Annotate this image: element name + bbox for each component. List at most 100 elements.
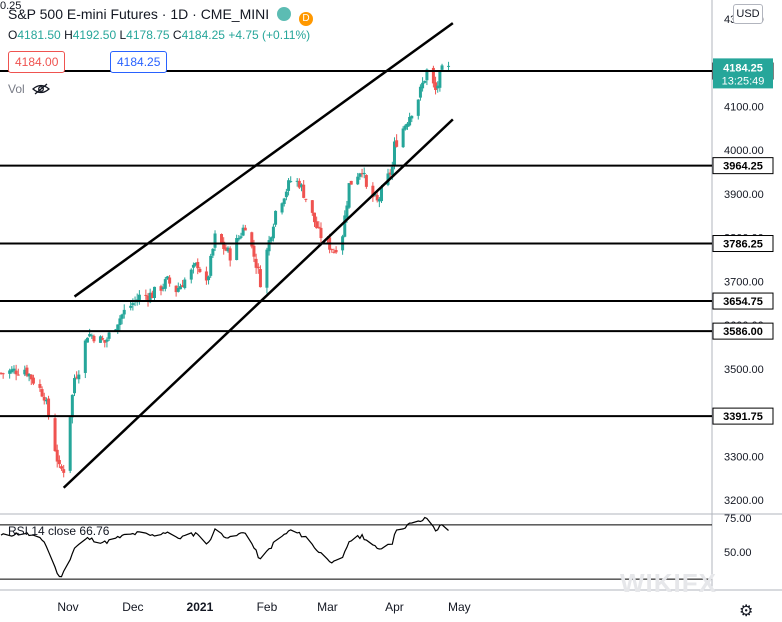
delayed-data-badge[interactable]: D [298, 12, 313, 26]
close-label: C [172, 28, 182, 42]
candle-body [373, 194, 377, 196]
candle-body [23, 369, 27, 375]
rsi-legend[interactable]: RSI 14 close 66.76 [8, 524, 109, 538]
change-value: +4.75 (+0.11%) [228, 28, 311, 42]
close-value: 4184.25 [181, 28, 225, 42]
candle-body [222, 241, 226, 249]
gear-icon[interactable]: ⚙ [739, 603, 754, 620]
candle-body [358, 173, 362, 177]
candle-body [165, 276, 169, 279]
candle-body [120, 314, 124, 319]
candle-body [280, 203, 284, 213]
candle-body [356, 176, 360, 185]
candle-body [83, 340, 87, 373]
level-price-label: 3786.25 [723, 239, 763, 251]
chart-header: S&P 500 E-mini Futures · 1D · CME_MINI D [8, 6, 313, 26]
candle-body [380, 186, 384, 202]
eye-hidden-icon[interactable] [32, 83, 51, 95]
candle-body [447, 65, 451, 67]
candle-body [207, 276, 211, 281]
market-status-dot-icon [277, 7, 292, 21]
candle-body [377, 198, 381, 202]
y-tick-label: 4100.00 [724, 101, 764, 113]
candle-body [258, 269, 262, 288]
y-tick-label: 3900.00 [724, 189, 764, 201]
candle-body [42, 396, 46, 401]
symbol-title[interactable]: S&P 500 E-mini Futures · 1D · CME_MINI [8, 6, 270, 22]
candle-body [300, 184, 304, 187]
candle-body [122, 309, 126, 315]
candle-body [57, 459, 61, 465]
candle-body [153, 286, 157, 298]
candle-body [436, 85, 440, 89]
candle-body [189, 269, 193, 280]
candle-body [68, 417, 72, 471]
candle-body [239, 236, 243, 238]
sell-price-button[interactable]: 4184.00 [8, 51, 66, 73]
volume-legend[interactable]: Vol [8, 82, 51, 96]
rsi-line [0, 516, 449, 578]
candle-body [256, 266, 260, 269]
channel-trendline [73, 22, 454, 298]
candle-body [16, 374, 20, 376]
candle-body [198, 268, 202, 272]
candle-body [148, 292, 152, 303]
candle-body [105, 339, 109, 342]
candle-body [332, 251, 336, 253]
buy-price-button[interactable]: 4184.25 [110, 51, 168, 73]
candle-body [271, 226, 275, 239]
candle-body [282, 198, 286, 205]
countdown-label: 13:25:49 [722, 75, 765, 87]
spread-value: 0.25 [0, 0, 22, 12]
candle-body [302, 184, 306, 198]
candle-body [8, 370, 12, 374]
candle-body [392, 141, 396, 166]
candle-body [250, 232, 254, 247]
candle-body [116, 324, 120, 331]
candle-body [310, 200, 314, 213]
candle-body [334, 249, 338, 253]
candle-body [220, 234, 224, 244]
candle-body [88, 334, 92, 337]
high-label: H [64, 28, 73, 42]
candle-body [85, 337, 89, 343]
candle-body [196, 261, 200, 269]
candle-body [395, 140, 399, 147]
candle-body [440, 65, 444, 70]
level-price-label: 3654.75 [723, 296, 763, 308]
candle-body [408, 116, 412, 126]
candle-body [421, 82, 425, 89]
candle-body [416, 99, 420, 116]
candle-body [315, 221, 319, 229]
candle-body [388, 172, 392, 175]
rsi-tick-label: 50.00 [724, 547, 752, 559]
candle-body [418, 86, 422, 98]
candle-body [235, 238, 239, 261]
level-price-label: 3586.00 [723, 326, 763, 338]
candle-body [209, 255, 213, 276]
candle-body [243, 227, 247, 231]
candle-body [10, 369, 14, 373]
candle-body [252, 245, 256, 257]
high-value: 4192.50 [72, 28, 117, 42]
candle-body [40, 389, 44, 397]
rsi-title: RSI 14 close [8, 524, 77, 538]
candle-body [401, 128, 405, 148]
level-price-box [712, 235, 774, 253]
candle-body [274, 210, 278, 225]
candle-body [237, 237, 241, 240]
y-tick-label: 3200.00 [724, 495, 764, 507]
candle-body [90, 335, 94, 337]
candle-body [228, 248, 232, 261]
x-tick-label: Apr [385, 600, 404, 614]
level-price-box [712, 292, 774, 310]
candle-body [159, 286, 163, 291]
candle-body [70, 394, 74, 418]
candle-body [304, 198, 308, 200]
candle-body [213, 233, 217, 248]
candle-body [174, 285, 178, 293]
candle-body [137, 294, 141, 300]
currency-button[interactable]: USD [733, 4, 763, 24]
candle-body [423, 80, 427, 83]
